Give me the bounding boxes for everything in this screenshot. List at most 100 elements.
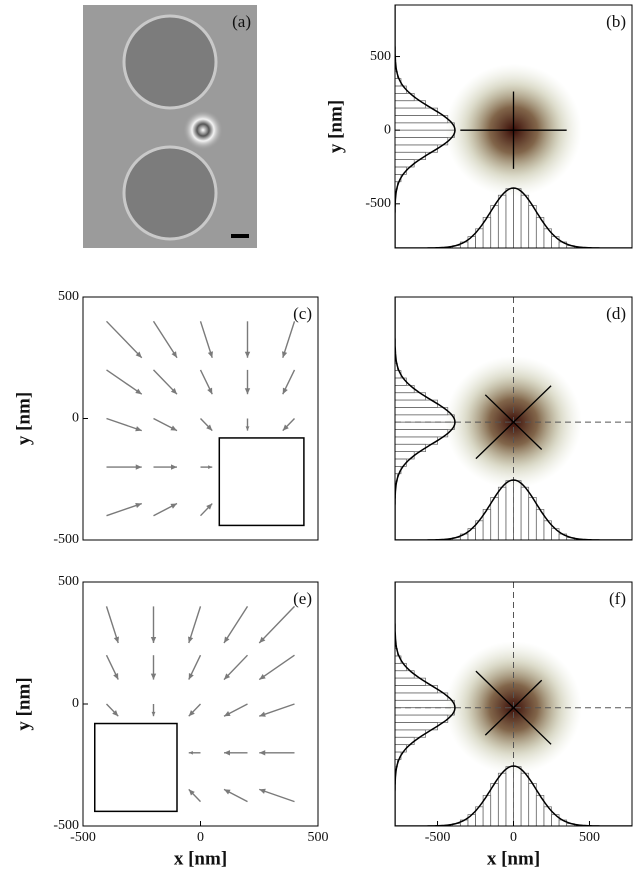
x-hist-bar (514, 481, 522, 540)
arrow-shaft (107, 321, 142, 357)
y-tick-label: 0 (72, 696, 79, 711)
y-tick-label: -500 (365, 196, 391, 211)
inset-box (219, 438, 304, 525)
arrow (154, 464, 178, 469)
x-hist-bar (491, 205, 499, 248)
y-hist-bar (395, 693, 448, 700)
x-hist-bar (521, 487, 529, 540)
arrow-head (135, 426, 142, 431)
y-hist-bar (395, 437, 438, 444)
arrow-head (208, 351, 213, 358)
x-hist-bar (498, 487, 506, 540)
y-hist-bar (395, 115, 448, 122)
arrow (259, 789, 294, 802)
y-hist-bar (395, 430, 448, 437)
y-tick-label: 500 (58, 574, 79, 589)
particle (183, 110, 223, 150)
inset-box (95, 724, 177, 812)
arrow (201, 504, 213, 516)
x-tick-label: 500 (579, 830, 600, 845)
arrow (259, 704, 294, 717)
arrow (189, 751, 201, 755)
arrow-head (259, 789, 266, 794)
arrow (107, 419, 142, 432)
y-hist-bar (395, 138, 448, 145)
panel-label: (f) (609, 589, 626, 608)
y-hist-bar (395, 407, 448, 414)
x-hist-bar (529, 205, 537, 248)
y-axis-label: y [nm] (13, 392, 34, 445)
arrow (188, 606, 200, 643)
arrow (245, 370, 250, 394)
bead (124, 147, 216, 239)
y-tick-label: 500 (58, 289, 79, 304)
arrow-head (151, 674, 156, 680)
arrow (152, 704, 156, 716)
panel (395, 297, 632, 540)
arrow-head (245, 352, 250, 358)
x-hist-bar (506, 189, 514, 248)
arrow (107, 370, 142, 394)
arrow-head (171, 464, 177, 469)
arrow (259, 606, 294, 643)
panel (395, 582, 632, 826)
bead (124, 16, 216, 108)
arrow (154, 419, 178, 431)
x-tick-label: 0 (197, 830, 204, 845)
arrow (189, 704, 201, 716)
arrow (107, 503, 142, 516)
arrow (224, 750, 248, 755)
arrow-head (188, 636, 193, 643)
x-hist-bar (514, 767, 522, 826)
arrow-head (135, 503, 142, 508)
arrow (189, 789, 201, 801)
arrow (246, 419, 250, 431)
x-hist-bar (521, 773, 529, 826)
scale-bar (231, 234, 249, 238)
arrow-head (114, 636, 119, 643)
x-hist-bar (506, 767, 514, 826)
x-axis-label: x [nm] (174, 848, 227, 869)
x-hist-bar (491, 783, 499, 826)
arrow-head (259, 674, 265, 680)
x-hist-bar (514, 189, 522, 248)
panel-label: (c) (293, 304, 312, 323)
arrow-head (224, 750, 230, 755)
panel-label: (a) (232, 12, 251, 31)
arrow (107, 464, 142, 469)
arrow (201, 370, 213, 394)
arrow-head (259, 750, 265, 755)
arrow (189, 655, 201, 679)
arrow (201, 465, 213, 469)
arrow-shaft (259, 606, 294, 643)
arrow-head (282, 351, 287, 358)
panel (395, 5, 632, 248)
x-tick-label: -500 (70, 830, 96, 845)
arrow (259, 750, 294, 755)
x-hist-bar (491, 497, 499, 540)
arrow-head (135, 389, 141, 395)
arrow (201, 419, 213, 431)
arrow-head (189, 751, 193, 755)
panel (83, 5, 257, 248)
arrow-head (152, 712, 156, 716)
x-hist-bar (498, 195, 506, 248)
x-tick-label: 0 (510, 830, 517, 845)
y-hist-bar (395, 686, 438, 693)
arrow (224, 704, 248, 716)
x-hist-bar (529, 783, 537, 826)
arrow-head (246, 426, 250, 430)
panel (95, 606, 295, 811)
panel (107, 321, 304, 525)
arrow (282, 321, 294, 357)
arrow (154, 321, 178, 357)
arrow-shaft (154, 321, 178, 357)
y-tick-label: 0 (384, 122, 391, 137)
arrow (107, 655, 119, 679)
arrow-head (259, 712, 266, 717)
y-hist-bar (395, 400, 438, 407)
arrow (107, 704, 119, 716)
y-tick-label: -500 (53, 532, 79, 547)
y-hist-bar (395, 108, 438, 115)
x-hist-bar (529, 497, 537, 540)
